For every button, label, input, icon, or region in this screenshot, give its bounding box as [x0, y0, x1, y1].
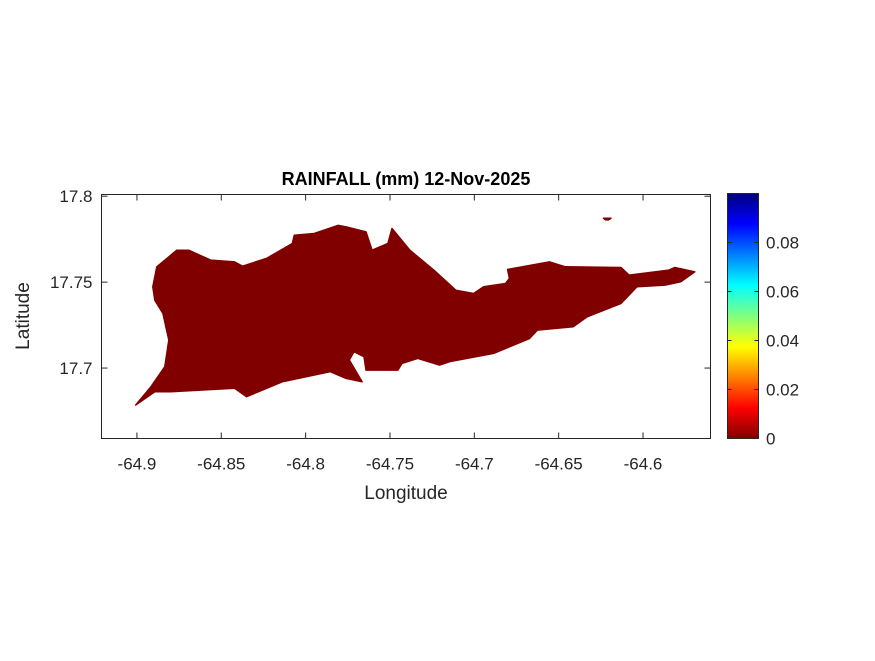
y-tick-label: 17.7 [59, 359, 92, 378]
colorbar-tick-label: 0.04 [766, 332, 799, 351]
map-regions [134, 217, 696, 406]
x-tick-label: -64.85 [197, 455, 245, 474]
x-axis: -64.9 -64.85 -64.8 -64.75 -64.7 -64.65 -64.6 [118, 194, 663, 474]
x-tick-label: -64.75 [366, 455, 414, 474]
x-tick-label: -64.6 [624, 455, 663, 474]
colorbar-tick-label: 0.08 [766, 234, 799, 253]
y-tick-label: 17.8 [59, 187, 92, 206]
x-tick-label: -64.8 [286, 455, 325, 474]
colorbar-ticks: 0 0.02 0.04 0.06 0.08 [727, 234, 799, 449]
x-tick-label: -64.65 [535, 455, 583, 474]
y-axis-label: Latitude [13, 282, 34, 350]
colorbar-tick-label: 0 [766, 430, 775, 449]
y-tick-label: 17.75 [50, 273, 93, 292]
rainfall-region-1 [602, 217, 612, 221]
y-axis: 17.7 17.75 17.8 [50, 187, 711, 378]
colorbar-tick-label: 0.02 [766, 381, 799, 400]
rainfall-region-0 [134, 224, 696, 406]
colorbar [727, 193, 759, 439]
colorbar-tick-label: 0.06 [766, 283, 799, 302]
chart-title: RAINFALL (mm) 12-Nov-2025 [282, 169, 531, 189]
axes-box [101, 194, 711, 439]
x-tick-label: -64.9 [118, 455, 157, 474]
x-axis-label: Longitude [364, 483, 447, 504]
x-tick-label: -64.7 [455, 455, 494, 474]
